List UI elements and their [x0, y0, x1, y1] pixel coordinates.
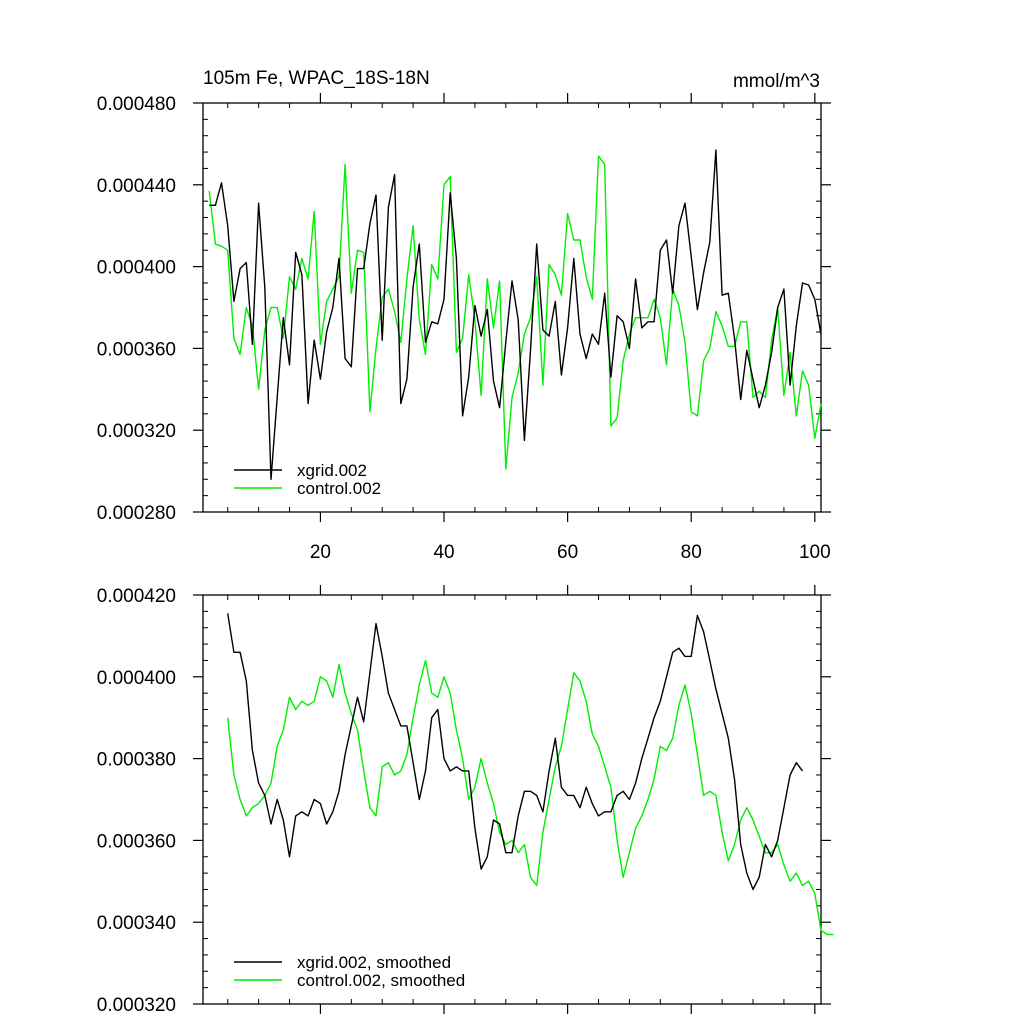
series-line-xgrid-002	[209, 149, 822, 480]
series-line-control-002-smoothed	[227, 659, 834, 936]
y-tick-label: 0.000360	[97, 339, 176, 360]
y-tick-label: 0.000400	[97, 258, 176, 279]
plot-frame	[202, 594, 822, 1005]
legend-label: control.002	[297, 479, 381, 498]
legend-label: control.002, smoothed	[297, 971, 465, 990]
legend-label: xgrid.002, smoothed	[297, 953, 451, 972]
y-tick-label: 0.000420	[97, 586, 176, 607]
x-tick-label: 60	[557, 542, 578, 563]
series-line-xgrid-002-smoothed	[227, 613, 804, 891]
y-tick-label: 0.000440	[97, 176, 176, 197]
y-tick-label: 0.000480	[97, 94, 176, 115]
y-tick-label: 0.000320	[97, 421, 176, 442]
x-tick-label: 20	[310, 542, 331, 563]
y-tick-label: 0.000400	[97, 668, 176, 689]
y-tick-label: 0.000360	[97, 831, 176, 852]
x-tick-label: 80	[681, 542, 702, 563]
x-tick-label: 100	[799, 542, 831, 563]
chart-title: 105m Fe, WPAC_18S-18N	[203, 68, 430, 89]
bottom-panel: 0.000320 0.000340 0.000360 0.000380 0.000400…	[97, 585, 834, 1016]
x-tick-label: 40	[433, 542, 454, 563]
y-tick-label: 0.000340	[97, 913, 176, 934]
plot-frame	[202, 102, 822, 513]
y-tick-label: 0.000380	[97, 750, 176, 771]
legend-label: xgrid.002	[297, 461, 367, 480]
series-line-control-002	[208, 155, 822, 470]
units-label: mmol/m^3	[733, 71, 820, 92]
top-panel: 20 40 60 80 100 0.000280 0.000320 0.000360 0.000…	[97, 93, 831, 563]
y-tick-label: 0.000320	[97, 995, 176, 1016]
y-tick-label: 0.000280	[97, 503, 176, 524]
